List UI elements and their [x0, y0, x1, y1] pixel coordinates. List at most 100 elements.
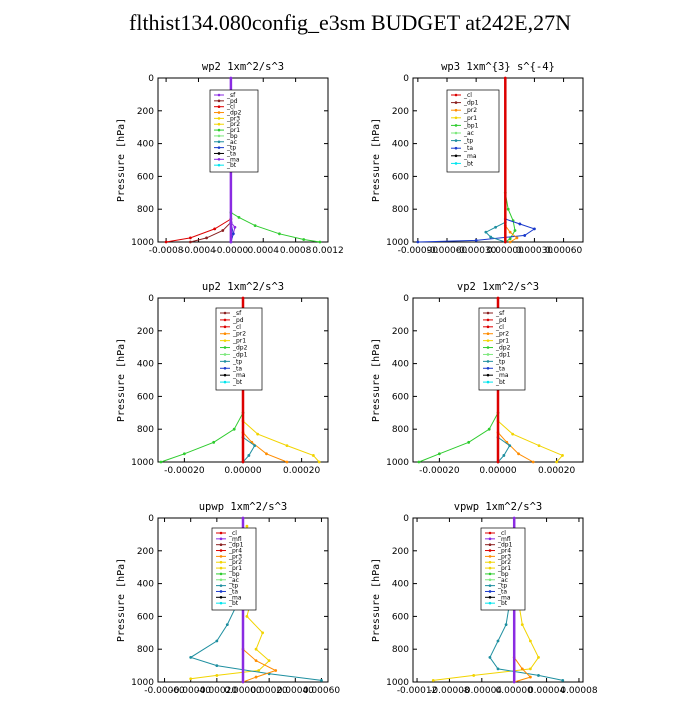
x-tick-label: 0.00008 — [560, 686, 597, 696]
series-point — [489, 235, 493, 239]
x-tick-label: -0.00008 — [429, 686, 470, 696]
legend-marker — [219, 578, 223, 582]
y-tick-label: 0 — [148, 294, 154, 304]
legend-marker — [223, 311, 227, 315]
legend-label: _ac — [226, 139, 237, 146]
legend-marker — [219, 549, 223, 552]
x-tick-label: 0.00030 — [516, 246, 553, 256]
panel-title: vp2 1xm^2/s^3 — [457, 281, 539, 293]
series-point — [472, 674, 476, 677]
series-line — [242, 648, 277, 683]
legend-label: _dp2 — [495, 345, 511, 352]
legend-marker — [217, 99, 221, 103]
legend-label: _tp — [495, 358, 505, 365]
y-axis-label: Pressure [hPa] — [116, 338, 127, 422]
legend-marker — [454, 116, 458, 120]
series-point — [254, 647, 258, 651]
legend-label: _pr1 — [497, 565, 511, 572]
chart-panel-4: upwp 1xm^2/s^3 Pressure [hPa] 0 200 400 600 80… — [116, 501, 340, 696]
legend-marker — [217, 146, 221, 149]
legend-marker — [488, 555, 492, 558]
series-point — [225, 623, 229, 626]
legend-marker — [223, 353, 227, 356]
x-tick-label: 0.00000 — [224, 686, 261, 696]
legend-label: _pr2 — [497, 559, 511, 566]
legend-marker — [219, 572, 223, 576]
series-point — [188, 240, 192, 244]
y-tick-label: 800 — [137, 205, 154, 215]
legend-marker — [217, 111, 221, 114]
legend-box — [480, 527, 526, 611]
legend-label: _bp — [497, 571, 509, 578]
legend-marker — [219, 555, 223, 558]
series-point — [487, 427, 491, 431]
legend-marker — [223, 318, 227, 322]
x-tick-label: 0.00020 — [538, 466, 575, 476]
series-point — [417, 460, 421, 464]
legend-marker — [488, 601, 492, 605]
series-point — [215, 664, 219, 667]
x-tick-label: -0.00020 — [197, 686, 238, 696]
series-point — [229, 240, 233, 244]
y-tick-label: 600 — [392, 172, 409, 182]
series-point — [318, 240, 322, 244]
legend-marker — [219, 584, 223, 587]
legend-label: _dp2 — [226, 110, 242, 117]
series-line — [190, 221, 232, 243]
y-tick-label: 200 — [392, 547, 409, 557]
legend-label: _ta — [497, 588, 507, 595]
legend-marker — [223, 366, 227, 370]
series-point — [233, 225, 237, 229]
legend-label: _bt — [226, 162, 237, 169]
y-tick-label: 600 — [137, 392, 154, 402]
legend-marker — [486, 366, 490, 370]
series-point — [241, 460, 245, 464]
legend-label: _ta — [232, 365, 242, 372]
y-tick-label: 1000 — [386, 238, 409, 248]
legend-box — [446, 89, 500, 173]
y-tick-label: 800 — [137, 645, 154, 655]
series-point — [274, 669, 278, 672]
series-point — [523, 234, 527, 237]
series-point — [189, 656, 193, 659]
series-point — [517, 452, 520, 456]
series-point — [533, 227, 536, 231]
legend-label: _ma — [495, 372, 509, 379]
series-line — [418, 412, 499, 463]
legend-marker — [223, 373, 227, 377]
legend-label: _pr4 — [497, 548, 511, 555]
series-point — [506, 207, 510, 211]
chart-panel-3: vp2 1xm^2/s^3 Pressure [hPa] 0 200 400 600 800… — [371, 281, 584, 476]
series-point — [518, 222, 522, 226]
series-line — [417, 218, 536, 243]
series-point — [229, 76, 233, 80]
x-tick-label: 0.00000 — [479, 466, 516, 476]
series-point — [278, 232, 281, 236]
legend-marker — [488, 543, 492, 546]
series-point — [537, 674, 540, 677]
series-point — [503, 76, 507, 80]
chart-panel-1: wp3 1xm^{3} s^{-4} Pressure [hPa] 0 200 400 6… — [371, 61, 584, 256]
legend-label: _tp — [232, 358, 242, 365]
x-tick-label: -0.00040 — [170, 686, 211, 696]
legend-marker — [486, 346, 490, 349]
y-axis-label: Pressure [hPa] — [371, 338, 382, 422]
figure-title: flthist134.080config_e3sm BUDGET at242E,… — [129, 10, 571, 35]
series-point — [245, 615, 249, 618]
series-point — [221, 229, 225, 232]
legend-marker — [488, 560, 492, 564]
series-point — [504, 623, 508, 626]
y-tick-label: 200 — [137, 327, 154, 337]
panel-title: wp2 1xm^2/s^3 — [202, 61, 284, 73]
y-tick-label: 1000 — [386, 458, 409, 468]
legend-label: _dp1 — [228, 542, 244, 549]
y-tick-label: 200 — [392, 107, 409, 117]
plot-frame — [412, 517, 584, 683]
legend-label: _sf — [232, 310, 242, 317]
series-point — [512, 516, 516, 520]
y-tick-label: 800 — [392, 425, 409, 435]
series-point — [320, 678, 323, 682]
series-point — [488, 656, 492, 659]
legend-label: _bt — [497, 600, 508, 607]
y-tick-label: 400 — [137, 140, 154, 150]
